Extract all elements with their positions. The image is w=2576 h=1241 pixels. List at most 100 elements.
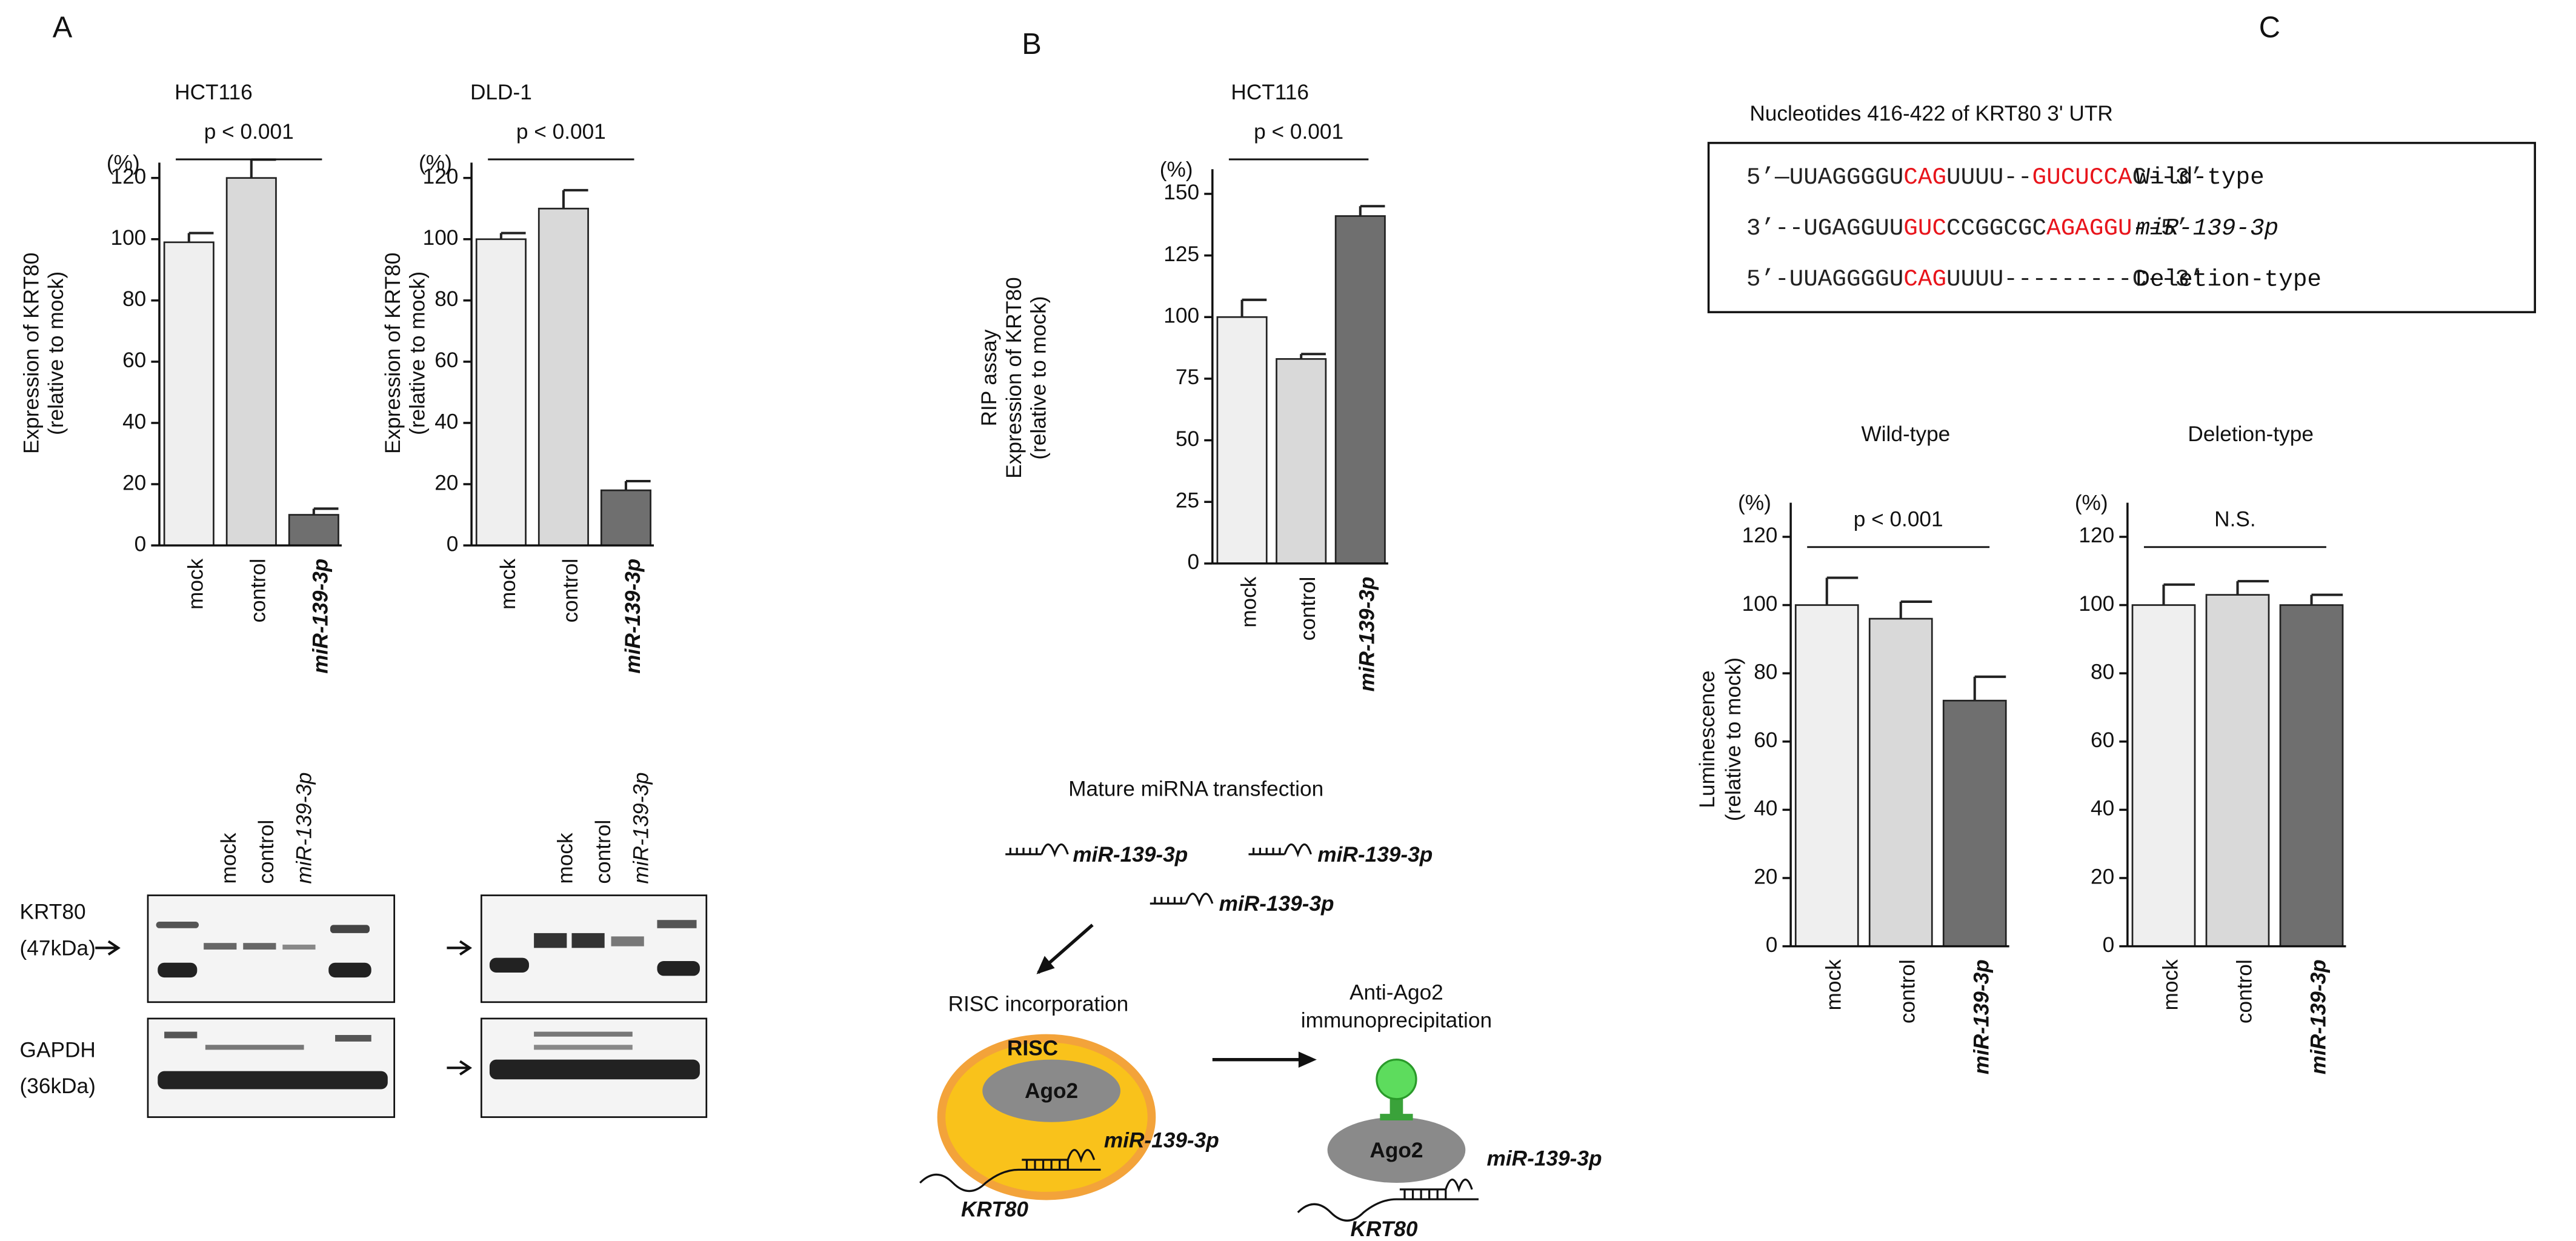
y-tick-label: 0 xyxy=(1187,550,1199,574)
error-bar xyxy=(624,479,651,491)
y-tick-label: 120 xyxy=(2078,524,2114,547)
annotation: p < 0.001 xyxy=(1254,120,1343,144)
error-bar xyxy=(1240,298,1267,318)
sequence-title: Nucleotides 416-422 of KRT80 3' UTR xyxy=(1749,102,2113,125)
lane-label: mock xyxy=(554,833,577,884)
bar xyxy=(288,514,339,547)
blot-label: KRT80 xyxy=(20,900,86,924)
y-unit: (%) xyxy=(2075,491,2108,515)
error-bar xyxy=(2162,583,2195,605)
bar xyxy=(2205,594,2270,947)
y-unit: (%) xyxy=(419,151,452,175)
sequence-segment: GUCUCCA xyxy=(2032,164,2132,191)
sequence-row: 5’—UUAGGGGUCAGUUUU--GUCUCCAC--3’ xyxy=(1746,164,2204,191)
sequence-segment: 5’—UUAGGGGU xyxy=(1746,164,1903,191)
diagram-label: RISC xyxy=(1007,1037,1058,1060)
y-tick-label: 100 xyxy=(1742,592,1778,616)
bar xyxy=(163,241,215,547)
y-tick-label: 60 xyxy=(122,348,146,372)
bar xyxy=(600,489,651,547)
x-tick-label: miR-139-3p xyxy=(309,559,333,674)
y-tick-label: 120 xyxy=(110,165,146,188)
bar xyxy=(1334,215,1386,565)
x-tick-label: control xyxy=(1296,577,1320,641)
diagram-label: Anti-Ago2 xyxy=(1350,981,1443,1005)
sequence-segment: AGAGGU xyxy=(2046,215,2132,242)
bar xyxy=(2131,604,2196,947)
blot-label: (36kDa) xyxy=(20,1074,96,1098)
y-tick-label: 20 xyxy=(2091,865,2114,888)
sequence-label: miR-139-3p xyxy=(2135,215,2278,242)
lane-label: miR-139-3p xyxy=(629,773,653,884)
panel-label: C xyxy=(2259,12,2280,44)
bar xyxy=(1942,699,2007,947)
y-tick-label: 60 xyxy=(1754,728,1777,752)
error-bar xyxy=(1899,600,1932,619)
x-tick-label: mock xyxy=(1822,959,1846,1011)
error-bar xyxy=(499,231,526,239)
sequence-segment: CAG xyxy=(1903,164,1946,191)
diagram-label: KRT80 xyxy=(961,1197,1028,1221)
y-tick-label: 50 xyxy=(1176,427,1199,451)
lane-label: miR-139-3p xyxy=(293,773,316,884)
sequence-box xyxy=(1707,142,2536,313)
x-tick-label: mock xyxy=(496,558,520,610)
bar xyxy=(1216,316,1268,565)
x-tick-label: mock xyxy=(2158,959,2182,1011)
y-tick-label: 80 xyxy=(2091,660,2114,684)
diagram xyxy=(919,843,1479,1222)
y-tick-label: 125 xyxy=(1163,242,1199,266)
y-unit: (%) xyxy=(107,151,140,175)
y-axis-label: Expression of KRT80 xyxy=(381,253,405,454)
chart-title: Deletion-type xyxy=(2188,422,2314,446)
bar xyxy=(1794,604,1859,947)
x-tick-label: control xyxy=(247,559,270,623)
error-bar xyxy=(312,507,339,515)
diagram-label: Mature miRNA transfection xyxy=(1068,777,1323,800)
sequence-rows: 5’—UUAGGGGUCAGUUUU--GUCUCCAC--3’Wild-typ… xyxy=(1746,164,2321,293)
y-tick-label: 150 xyxy=(1163,181,1199,204)
y-tick-label: 20 xyxy=(122,471,146,494)
sequence-row: 3’--UGAGGUUGUCCCGGCGCAGAGGU--5’ xyxy=(1746,215,2189,242)
annotation: p < 0.001 xyxy=(204,120,294,144)
sequence-label: Wild-type xyxy=(2135,164,2264,191)
y-tick-label: 100 xyxy=(2078,592,2114,616)
sequence-row: 5’-UUAGGGGUCAGUUUU---------C--3’ xyxy=(1746,265,2204,293)
sequence-segment: 5’-UUAGGGGU xyxy=(1746,265,1903,293)
chart-title: HCT116 xyxy=(175,81,253,104)
y-tick-label: 40 xyxy=(1754,797,1777,820)
diagram-label: miR-139-3p xyxy=(1317,843,1433,867)
annotation: N.S. xyxy=(2214,508,2256,531)
y-axis-label: (relative to mock) xyxy=(1722,657,1745,821)
y-tick-label: 60 xyxy=(2091,728,2114,752)
error-bar xyxy=(250,158,276,178)
x-tick-label: mock xyxy=(1237,576,1260,628)
bar xyxy=(475,238,527,547)
y-tick-label: 80 xyxy=(434,287,458,311)
sequence-segment: UUUU-- xyxy=(1946,164,2032,191)
annotation: p < 0.001 xyxy=(1854,508,1943,531)
y-axis-label: (relative to mock) xyxy=(1027,296,1050,459)
error-bar xyxy=(1300,353,1326,359)
diagram-label: Ago2 xyxy=(1025,1079,1078,1103)
y-unit: (%) xyxy=(1160,158,1193,181)
diagram-label: miR-139-3p xyxy=(1219,892,1334,916)
error-bar xyxy=(1359,205,1385,216)
panel-label: A xyxy=(53,12,73,44)
annotation: p < 0.001 xyxy=(516,120,606,144)
error-bar xyxy=(562,188,588,209)
diagram-label: miR-139-3p xyxy=(1104,1129,1219,1153)
x-tick-label: miR-139-3p xyxy=(1356,577,1379,692)
sequence-segment: --5’ xyxy=(2132,215,2189,242)
y-axis-label: Expression of KRT80 xyxy=(1002,277,1026,478)
sequence-segment: UUUU---------C--3’ xyxy=(1946,265,2203,293)
y-tick-label: 100 xyxy=(110,226,146,250)
sequence-label: Deletion-type xyxy=(2135,265,2321,293)
error-bar xyxy=(2236,580,2269,595)
bar xyxy=(1868,617,1933,947)
bar xyxy=(225,177,277,547)
y-axis-label: RIP assay xyxy=(977,329,1001,426)
y-tick-label: 60 xyxy=(434,348,458,372)
sequence-segment: C--3’ xyxy=(2132,164,2204,191)
